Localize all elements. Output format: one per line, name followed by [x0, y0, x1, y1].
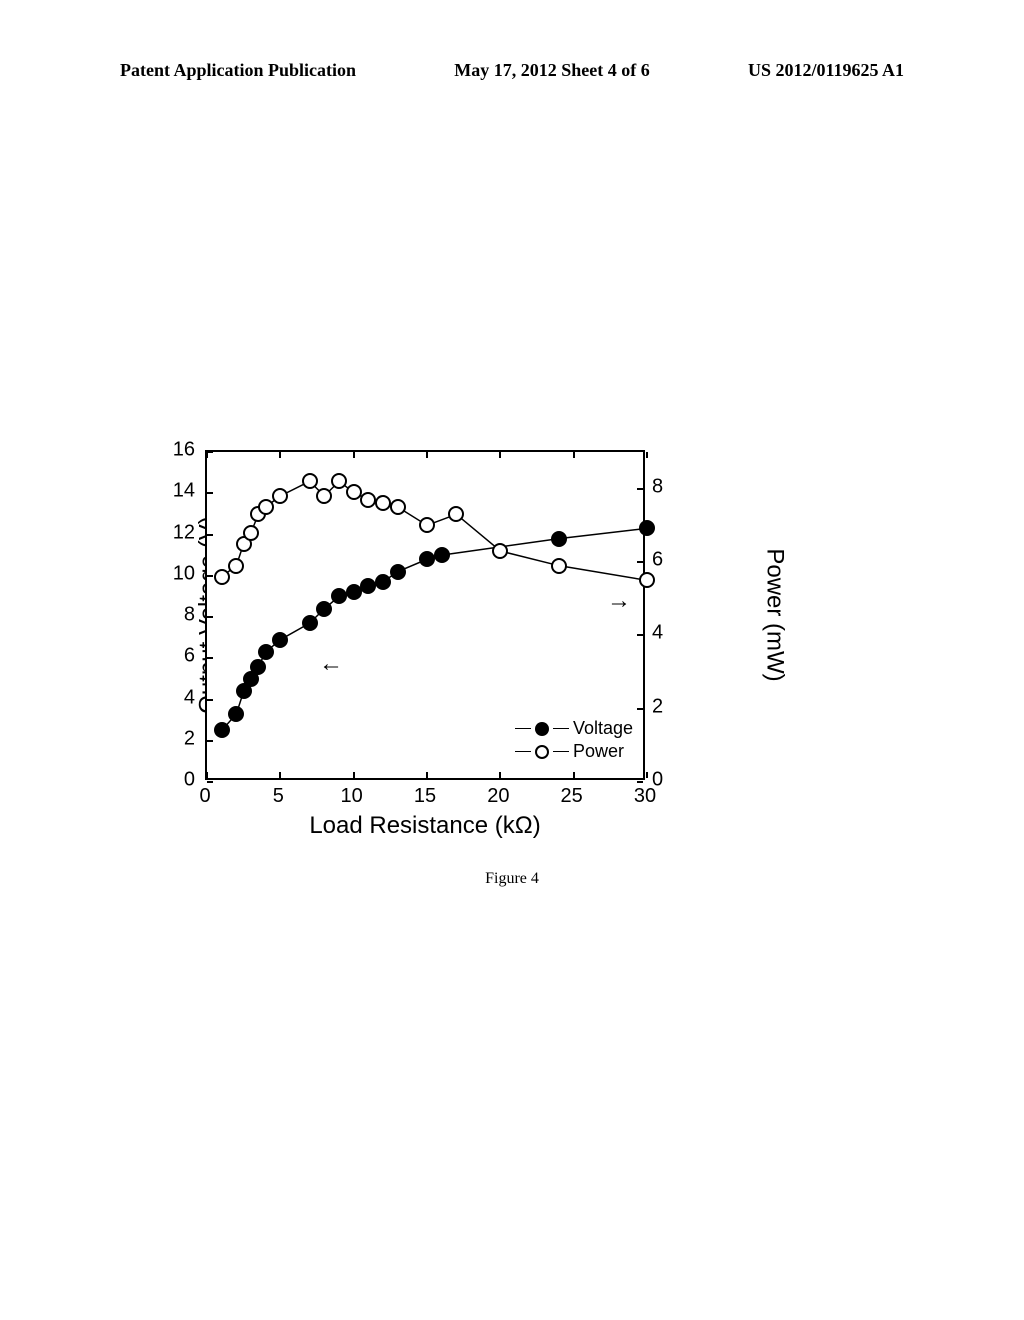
data-point-power: [390, 499, 406, 515]
chart-lines: [207, 452, 647, 782]
x-tick: 0: [199, 785, 210, 808]
x-tick: 10: [341, 785, 363, 808]
data-point-voltage: [331, 588, 347, 604]
y-tick-right: 8: [652, 475, 663, 498]
data-point-voltage: [272, 632, 288, 648]
plot-area: Voltage Power ←→: [205, 450, 645, 780]
data-point-voltage: [258, 644, 274, 660]
data-point-voltage: [228, 706, 244, 722]
data-point-power: [331, 473, 347, 489]
data-point-voltage: [346, 584, 362, 600]
data-point-power: [639, 572, 655, 588]
data-point-voltage: [302, 615, 318, 631]
y-tick-left: 6: [184, 645, 195, 668]
y-tick-left: 4: [184, 686, 195, 709]
data-point-power: [302, 473, 318, 489]
data-point-voltage: [434, 547, 450, 563]
data-point-voltage: [360, 578, 376, 594]
y-tick-right: 4: [652, 622, 663, 645]
page-header: Patent Application Publication May 17, 2…: [0, 60, 1024, 81]
x-axis-label: Load Resistance (kΩ): [205, 812, 645, 840]
data-point-power: [316, 488, 332, 504]
x-tick: 20: [487, 785, 509, 808]
header-right: US 2012/0119625 A1: [748, 60, 904, 81]
data-point-power: [492, 543, 508, 559]
y-axis-right-label: Power (mW): [761, 548, 789, 681]
chart: Output Voltage (V) Power (mW) Load Resis…: [145, 450, 715, 820]
x-tick: 30: [634, 785, 656, 808]
data-point-power: [243, 525, 259, 541]
figure-caption: Figure 4: [0, 870, 1024, 888]
data-point-voltage: [375, 574, 391, 590]
y-tick-right: 6: [652, 549, 663, 572]
data-point-voltage: [551, 531, 567, 547]
y-tick-left: 12: [173, 521, 195, 544]
y-tick-left: 10: [173, 562, 195, 585]
x-axis: 051015202530: [205, 780, 645, 810]
y-tick-left: 2: [184, 727, 195, 750]
data-point-power: [214, 569, 230, 585]
data-point-power: [258, 499, 274, 515]
data-point-voltage: [316, 601, 332, 617]
header-left: Patent Application Publication: [120, 60, 356, 81]
y-tick-left: 0: [184, 769, 195, 792]
x-tick: 15: [414, 785, 436, 808]
data-point-voltage: [639, 520, 655, 536]
y-tick-left: 14: [173, 480, 195, 503]
data-point-power: [272, 488, 288, 504]
x-tick: 25: [561, 785, 583, 808]
y-axis-right: 02468: [647, 450, 687, 780]
data-point-power: [346, 484, 362, 500]
data-point-power: [228, 558, 244, 574]
y-tick-left: 16: [173, 439, 195, 462]
data-point-voltage: [250, 659, 266, 675]
data-point-voltage: [419, 551, 435, 567]
data-point-voltage: [214, 722, 230, 738]
x-tick: 5: [273, 785, 284, 808]
y-axis-left: 0246810121416: [145, 450, 200, 780]
data-point-power: [448, 506, 464, 522]
data-point-power: [375, 495, 391, 511]
data-point-voltage: [390, 564, 406, 580]
data-point-power: [551, 558, 567, 574]
data-point-power: [419, 517, 435, 533]
y-tick-right: 2: [652, 695, 663, 718]
data-point-power: [360, 492, 376, 508]
header-center: May 17, 2012 Sheet 4 of 6: [454, 60, 649, 81]
y-tick-left: 8: [184, 604, 195, 627]
